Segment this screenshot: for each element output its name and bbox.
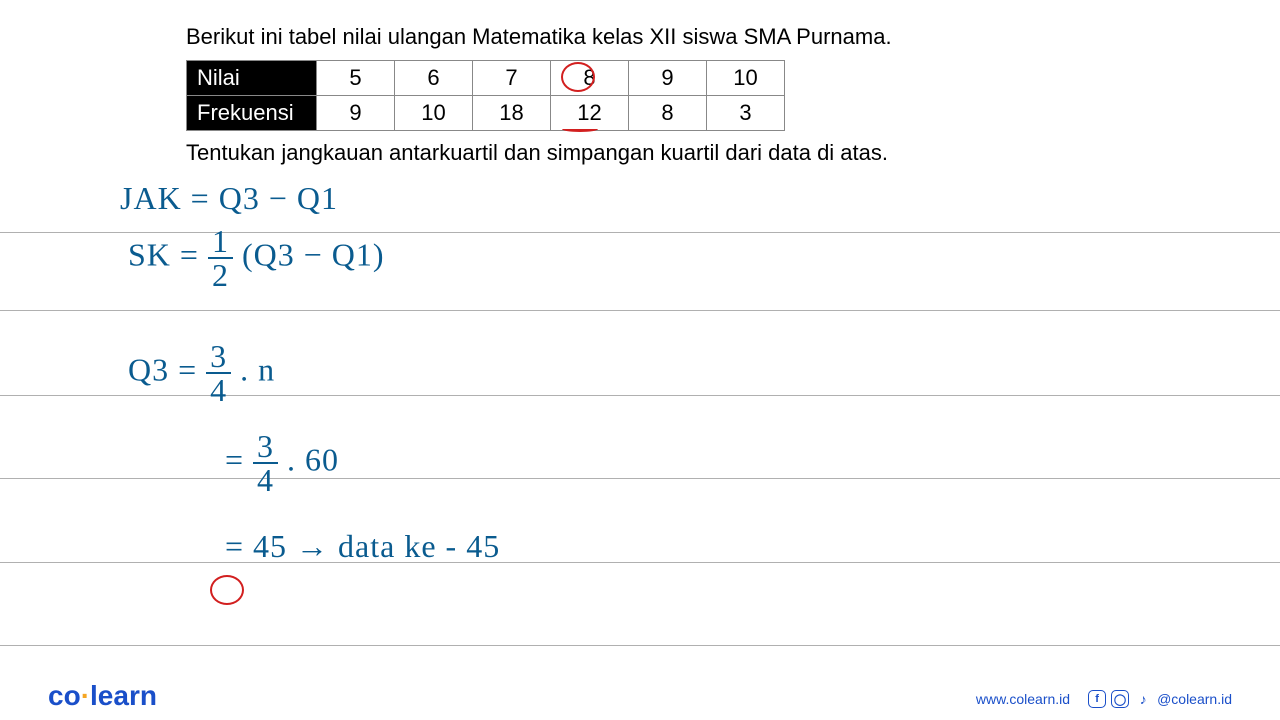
logo-co: co <box>48 680 81 711</box>
row1-label: Nilai <box>187 61 317 96</box>
cell: 10 <box>707 61 785 96</box>
hand-line2-post: (Q3 − Q1) <box>242 236 385 272</box>
cell: 5 <box>317 61 395 96</box>
cell: 7 <box>473 61 551 96</box>
frac-num: 1 <box>208 225 233 259</box>
frac-den: 2 <box>208 259 233 291</box>
problem-intro: Berikut ini tabel nilai ulangan Matemati… <box>186 24 892 50</box>
logo-dot-icon: · <box>81 680 90 711</box>
hand-line2-pre: SK = <box>128 236 199 272</box>
hand-line2-frac: 1 2 <box>208 225 233 291</box>
hand-line3: Q3 = 3 4 . n <box>128 340 275 406</box>
social-handle: @colearn.id <box>1157 691 1232 707</box>
tiktok-icon: ♪ <box>1134 690 1152 708</box>
footer-right: www.colearn.id f ◯ ♪ @colearn.id <box>976 690 1232 708</box>
cell: 9 <box>629 61 707 96</box>
table-row: Nilai 5 6 7 8 9 10 <box>187 61 785 96</box>
hand-line4-post: . 60 <box>287 441 339 477</box>
cell: 6 <box>395 61 473 96</box>
cell: 8 <box>629 96 707 131</box>
red-circle-annotation <box>210 575 244 605</box>
hand-line4-frac: 3 4 <box>253 430 278 496</box>
facebook-icon: f <box>1088 690 1106 708</box>
frac-num: 3 <box>206 340 231 374</box>
problem-question: Tentukan jangkauan antarkuartil dan simp… <box>186 140 888 166</box>
hand-line2: SK = 1 2 (Q3 − Q1) <box>128 225 385 291</box>
hand-line3-frac: 3 4 <box>206 340 231 406</box>
site-url: www.colearn.id <box>976 691 1070 707</box>
social-icons: f ◯ ♪ @colearn.id <box>1088 690 1232 708</box>
hand-line3-pre: Q3 = <box>128 351 197 387</box>
cell: 8 <box>551 61 629 96</box>
data-table: Nilai 5 6 7 8 9 10 Frekuensi 9 10 18 12 … <box>186 60 785 131</box>
underline-annotation-12 <box>562 126 598 132</box>
hand-line4: = 3 4 . 60 <box>225 430 339 496</box>
frac-den: 4 <box>253 464 278 496</box>
frac-num: 3 <box>253 430 278 464</box>
table-row: Frekuensi 9 10 18 12 8 3 <box>187 96 785 131</box>
row2-label: Frekuensi <box>187 96 317 131</box>
logo: co·learn <box>48 680 157 712</box>
cell: 9 <box>317 96 395 131</box>
hand-line3-post: . n <box>240 351 275 387</box>
hand-line1: JAK = Q3 − Q1 <box>120 180 338 217</box>
frac-den: 4 <box>206 374 231 406</box>
logo-learn: learn <box>90 680 157 711</box>
hand-line4-pre: = <box>225 441 244 477</box>
cell: 18 <box>473 96 551 131</box>
footer: co·learn www.colearn.id f ◯ ♪ @colearn.i… <box>0 672 1280 720</box>
cell: 12 <box>551 96 629 131</box>
hand-line5: = 45 → data ke - 45 <box>225 528 500 565</box>
cell: 10 <box>395 96 473 131</box>
cell: 3 <box>707 96 785 131</box>
instagram-icon: ◯ <box>1111 690 1129 708</box>
